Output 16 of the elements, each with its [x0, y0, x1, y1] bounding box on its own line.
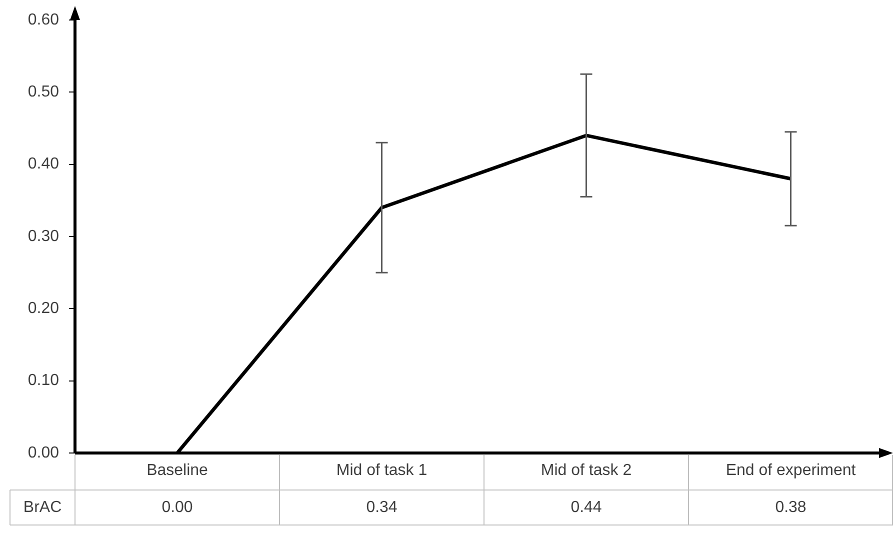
x-tick-label: Mid of task 2	[540, 462, 632, 480]
data-label: 0.44	[570, 498, 602, 516]
y-tick-label: 0.20	[28, 300, 60, 318]
y-tick-label: 0.40	[28, 156, 60, 173]
x-tick-label: End of experiment	[726, 462, 856, 480]
y-tick-label: 0.30	[28, 228, 60, 245]
y-tick-label: 0.00	[28, 444, 60, 462]
y-tick-label: 0.60	[28, 11, 60, 28]
data-label: 0.34	[366, 498, 398, 516]
x-tick-label: Mid of task 1	[336, 462, 428, 480]
data-label: 0.38	[775, 498, 806, 516]
y-tick-label: 0.50	[28, 84, 60, 101]
x-tick-label: Baseline	[146, 462, 208, 480]
text: BrAC	[23, 498, 62, 516]
data-label: 0.00	[162, 498, 193, 516]
y-tick-label: 0.10	[28, 372, 60, 390]
